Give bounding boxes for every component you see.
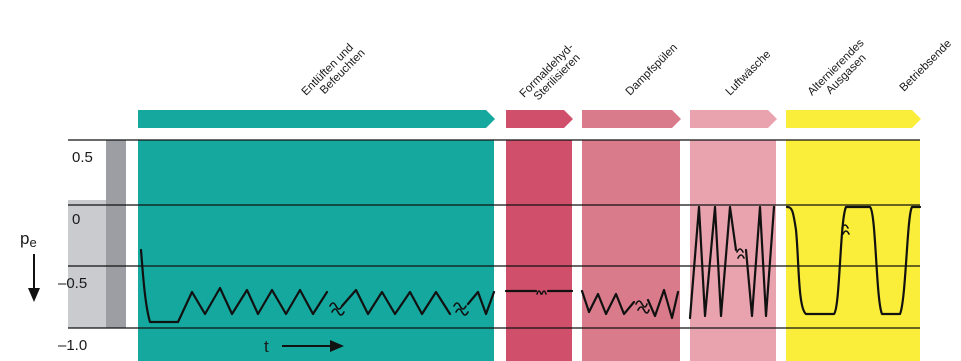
phase-label-betriebsende: Betriebsende [898,38,954,94]
phase-label-luftwaesche-line1: Luftwäsche [724,48,774,98]
curve-luftwaesche [688,205,776,320]
phase-label-sterilisieren: Formaldehyd- Sterilisieren [518,41,583,103]
break-mark-4 [635,300,650,314]
right-arrow-icon [282,340,344,352]
phase-block-sterilisieren [506,140,572,361]
down-arrow-icon [28,254,40,302]
pressure-label-main: p [20,229,29,248]
pressure-band-dark [106,140,126,328]
phase-arrow-dampfspuelen [582,110,681,128]
break-mark-3 [536,290,547,295]
phase-label-entlueften: Entlüften und Befeuchten [300,42,368,98]
y-tick-minus-1.0: –1.0 [58,337,87,354]
curve-entlueften [139,248,496,324]
phase-label-ausgasen: Alternierendes Ausgasen [806,37,869,98]
break-mark-5 [736,248,745,259]
pressure-axis-label: pe [20,229,37,250]
break-mark-1 [329,302,345,316]
phase-arrow-luftwaesche [690,110,777,128]
phase-label-betriebsende-line1: Betriebsende [898,38,954,94]
break-mark-6 [841,224,850,235]
gridlines [68,139,920,329]
y-tick-0: 0 [72,211,80,228]
y-tick-minus-0.5: –0.5 [58,275,87,292]
pressure-label-sub: e [29,235,36,250]
pressure-curves [139,205,922,324]
pressure-band-light [68,200,106,328]
phase-block-ausgasen [786,140,920,361]
phase-label-luftwaesche: Luftwäsche [724,48,774,98]
break-mark-2 [453,302,469,316]
phase-block-entlueften [138,140,494,361]
phase-arrow-ausgasen [786,110,921,128]
y-tick-0.5: 0.5 [72,149,93,166]
phase-arrow-sterilisieren [506,110,573,128]
phase-block-dampfspuelen [582,140,680,361]
curve-dampfspuelen [580,288,680,320]
phase-arrow-entlueften [138,110,495,128]
phase-label-dampfspuelen: Dampfspülen [624,42,680,98]
time-axis-label: t [264,337,269,356]
phase-label-dampfspuelen-line1: Dampfspülen [624,42,680,98]
